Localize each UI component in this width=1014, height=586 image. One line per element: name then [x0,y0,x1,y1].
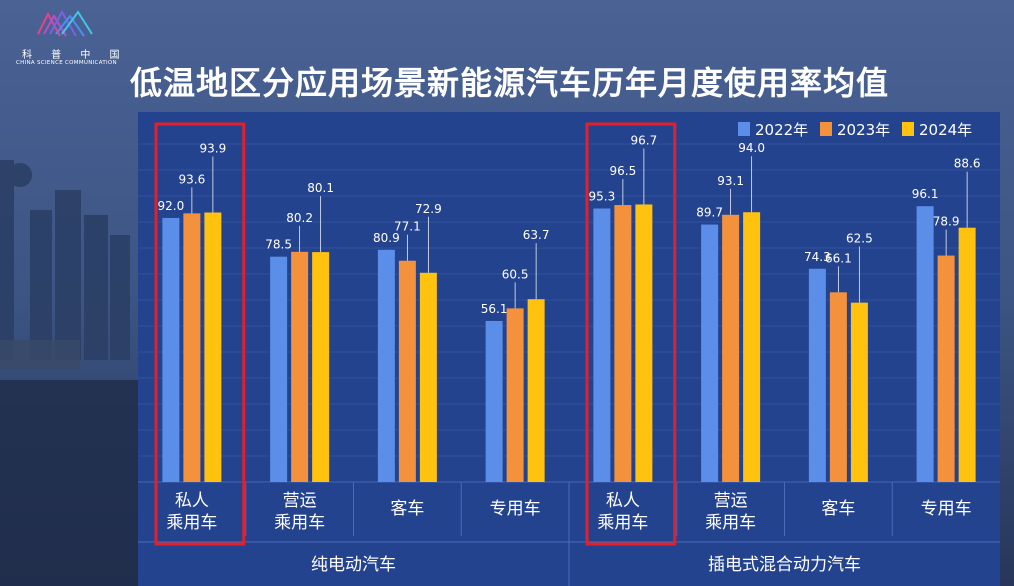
data-label: 63.7 [523,228,550,242]
data-label: 80.9 [373,231,400,245]
data-label: 78.9 [933,215,960,229]
bar-2023年-7 [829,292,847,482]
bar-2022年-8 [916,206,934,482]
category-label: 客车 [821,499,855,519]
legend-label: 2022年 [755,121,808,139]
car-silhouette [0,340,80,370]
bar-2023年-8 [937,255,955,482]
category-label: 乘用车 [166,513,217,533]
category-label: 私人 [606,491,640,511]
data-label: 78.5 [265,238,292,252]
legend-label: 2023年 [837,121,890,139]
bar-2024年-6 [743,212,761,482]
data-label: 92.0 [158,199,185,213]
highlight-box [585,122,677,546]
data-label: 88.6 [954,157,981,171]
category-label: 专用车 [490,499,541,519]
data-label: 89.7 [696,206,723,220]
data-label: 93.9 [200,142,227,156]
bar-2022年-6 [701,224,719,482]
category-label: 营运 [283,491,317,511]
chart-area: 92.0 93.6 93.9 私人 乘用车 78.5 80.2 80.1 营运 乘用车 80.9 77… [138,112,1000,586]
data-label: 93.6 [179,172,206,186]
category-label: 乘用车 [597,513,648,533]
bar-2023年-3 [398,260,416,482]
data-label: 80.1 [307,181,334,195]
bar-2023年-2 [291,251,309,482]
data-label: 96.1 [912,187,939,201]
city-skyline [0,160,130,360]
data-label: 66.1 [825,251,852,265]
data-label: 80.2 [286,211,313,225]
data-label: 74.3 [804,250,831,264]
data-label: 96.5 [610,164,637,178]
bar-2024年-1 [204,212,222,482]
category-label: 营运 [714,491,748,511]
legend-label: 2024年 [919,121,972,139]
bar-2024年-4 [527,299,545,482]
data-label: 72.9 [415,202,442,216]
logo-english-text: CHINA SCIENCE COMMUNICATION [16,60,117,66]
data-label: 93.1 [717,174,744,188]
bar-2023年-5 [614,205,632,483]
data-label: 77.1 [394,220,421,234]
legend-swatch [902,122,914,136]
category-label: 客车 [390,499,424,519]
bar-chart: 92.093.693.9私人乘用车78.580.280.1营运乘用车80.977… [138,121,1000,586]
data-label: 94.0 [738,141,765,155]
category-label: 乘用车 [705,513,756,533]
bar-2023年-6 [722,214,740,482]
bar-2024年-3 [419,272,437,482]
bar-2024年-2 [312,252,330,482]
data-label: 95.3 [589,189,616,203]
bar-2024年-5 [635,204,653,482]
bar-2022年-4 [485,320,503,482]
kepu-logo [37,9,93,37]
data-label: 60.5 [502,267,529,281]
group-label: 插电式混合动力汽车 [708,555,861,575]
bar-2023年-1 [183,213,201,483]
data-label: 62.5 [846,232,873,246]
bar-2024年-7 [850,302,868,482]
group-label: 纯电动汽车 [311,555,396,575]
highlight-box [154,122,246,546]
bar-2022年-7 [808,268,826,482]
category-label: 专用车 [921,499,972,519]
bar-2022年-2 [270,256,288,482]
logo-chinese-text: 科 普 中 国 [22,50,128,61]
data-label: 56.1 [481,302,508,316]
bar-2022年-5 [593,208,611,482]
bar-2022年-1 [162,217,180,482]
bar-2024年-8 [958,227,976,482]
legend-swatch [738,122,750,136]
data-label: 96.7 [631,133,658,147]
bar-2022年-3 [377,249,395,482]
category-label: 乘用车 [274,513,325,533]
legend-swatch [820,122,832,136]
bar-2023年-4 [506,308,524,482]
category-label: 私人 [175,491,209,511]
page-title: 低温地区分应用场景新能源汽车历年月度使用率均值 [130,64,890,102]
